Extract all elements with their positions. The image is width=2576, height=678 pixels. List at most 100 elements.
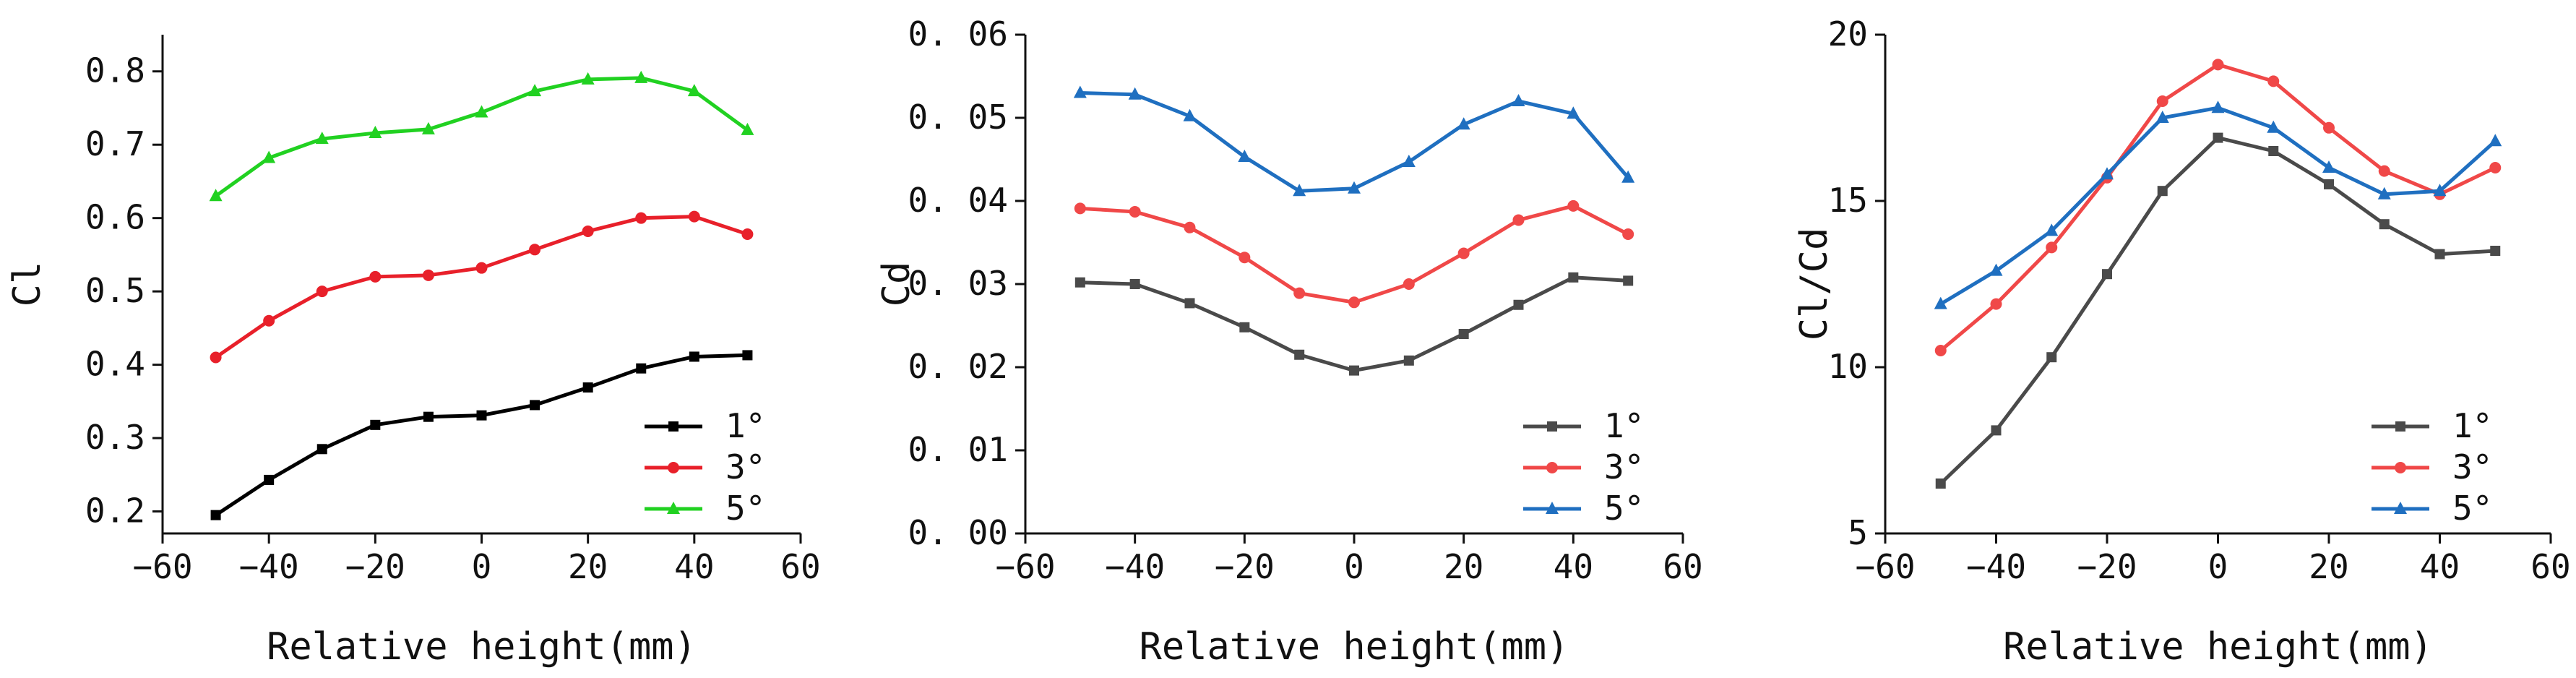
chart-panel-3: −60 −40 −20 0 20 40 60 5 10 15 20 Relative height(m… (1793, 14, 2571, 669)
data-point (1073, 85, 1087, 98)
data-point (2377, 186, 2391, 199)
data-point (2102, 269, 2112, 280)
x-tick-label: 40 (2420, 547, 2460, 586)
data-point (1457, 117, 1470, 130)
data-point (1293, 184, 1306, 197)
data-point (1184, 298, 1195, 309)
data-point (1458, 329, 1469, 339)
data-point (1348, 181, 1361, 194)
data-point (1989, 263, 2003, 276)
data-point (2489, 162, 2502, 173)
data-point (2379, 219, 2390, 230)
data-point (1348, 296, 1360, 309)
x-tick-label: 20 (1444, 547, 1483, 586)
data-point (2433, 184, 2447, 197)
data-point (2046, 241, 2058, 254)
y-tick-label: 0.8 (85, 51, 145, 90)
data-point (689, 351, 699, 362)
y-tick-label: 0. 03 (908, 264, 1008, 303)
legend-marker (667, 502, 680, 514)
data-point (529, 244, 541, 256)
data-point (370, 419, 381, 430)
data-point (741, 228, 754, 240)
data-point (210, 351, 222, 364)
data-point (315, 132, 329, 145)
data-point (1935, 479, 1946, 489)
x-axis-title: Relative height(mm) (2003, 625, 2433, 669)
data-point (2268, 146, 2279, 156)
data-point (262, 150, 276, 163)
legend-marker (2394, 502, 2407, 514)
x-tick-label: 20 (568, 547, 608, 586)
data-point (1403, 355, 1414, 366)
data-point (741, 122, 754, 135)
data-point (2157, 186, 2168, 197)
data-point (1349, 365, 1359, 376)
data-point (1074, 277, 1085, 288)
y-tick-label: 0.3 (85, 418, 145, 457)
data-point (2155, 111, 2169, 123)
series-line-1 (1939, 136, 2496, 485)
data-point (316, 286, 328, 298)
data-point (1239, 322, 1250, 332)
legend-label: 5° (1604, 489, 1644, 528)
data-point (1512, 214, 1525, 226)
legend-marker (1546, 502, 1559, 514)
data-point (582, 382, 593, 393)
legend-label: 5° (2452, 489, 2492, 528)
y-axis-title: Cl (6, 262, 49, 307)
data-point (2323, 121, 2335, 134)
x-tick-label: 20 (2309, 547, 2348, 586)
data-point (210, 510, 221, 520)
data-point (2434, 249, 2445, 259)
x-tick-label: 0 (2208, 547, 2228, 586)
data-point (1621, 170, 1635, 183)
series-line-3 (1080, 91, 1630, 193)
y-tick-label: 20 (1828, 14, 1868, 53)
data-point (1293, 287, 1306, 299)
y-tick-label: 0.2 (85, 492, 145, 531)
y-tick-label: 0. 02 (908, 347, 1008, 386)
legend-label: 5° (725, 489, 765, 528)
legend-marker (1546, 462, 1558, 473)
x-tick-label: −60 (1855, 547, 1915, 586)
data-point (209, 189, 223, 202)
data-point (1128, 87, 1142, 100)
data-point (1567, 199, 1580, 212)
data-point (1512, 94, 1525, 106)
data-point (1238, 150, 1252, 163)
data-point (1129, 205, 1141, 218)
x-tick-label: 60 (780, 547, 820, 586)
data-point (528, 84, 542, 97)
y-tick-label: 15 (1828, 181, 1868, 220)
data-point (1402, 154, 1416, 167)
x-tick-label: −20 (2077, 547, 2137, 586)
x-tick-label: −60 (132, 547, 192, 586)
y-tick-label: 5 (1848, 513, 1868, 552)
x-tick-label: −60 (995, 547, 1055, 586)
data-point (476, 410, 487, 421)
data-point (1513, 299, 1524, 310)
y-tick-label: 0. 04 (908, 181, 1008, 220)
data-point (263, 314, 275, 327)
x-tick-label: −40 (1966, 547, 2026, 586)
data-point (1239, 252, 1251, 264)
x-tick-label: −40 (239, 547, 299, 586)
data-point (2322, 160, 2335, 173)
series-line-2 (1080, 204, 1629, 304)
x-axis-title: Relative height(mm) (1140, 625, 1569, 669)
legend-marker (1547, 421, 1557, 432)
data-point (1623, 275, 1634, 286)
x-tick-label: −20 (1215, 547, 1275, 586)
y-axis-title: Cl/Cd (1793, 228, 1836, 341)
x-tick-label: −40 (1105, 547, 1165, 586)
data-point (1991, 425, 2002, 436)
x-tick-label: 40 (1554, 547, 1593, 586)
data-point (1934, 296, 1947, 309)
x-tick-label: 0 (1344, 547, 1364, 586)
legend-marker (2395, 421, 2405, 432)
y-tick-label: 10 (1828, 347, 1868, 386)
x-tick-label: 0 (472, 547, 492, 586)
y-tick-label: 0. 06 (908, 14, 1008, 53)
